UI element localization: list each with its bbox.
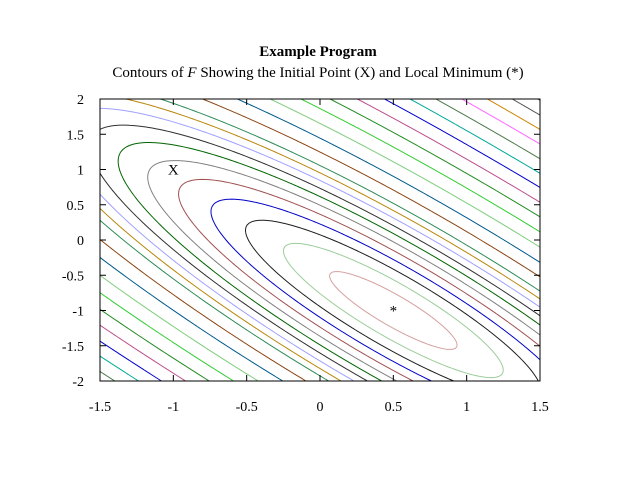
y-tick-label: 0	[77, 234, 84, 249]
contour-line-7	[117, 142, 540, 381]
axis-ticks: -1.5 -1 -0.5 0 0.5 1 1.5 2 1.5 1 0.5 0 -0.5 -1 -1.5 -2	[62, 93, 549, 415]
x-tick-label: 1	[463, 400, 470, 415]
contour-line-3	[244, 219, 539, 381]
contour-line-12	[100, 99, 540, 381]
y-tick-label: 1.5	[67, 128, 85, 143]
contour-line-18	[100, 99, 540, 381]
contour-line-9	[100, 107, 540, 381]
x-tick-label: -0.5	[236, 400, 258, 415]
contour-line-22	[487, 99, 540, 130]
x-tick-label: -1.5	[89, 400, 111, 415]
contour-line-4	[210, 198, 540, 381]
x-tick-label: 1.5	[531, 400, 549, 415]
contour-line-16	[100, 99, 540, 381]
y-tick-label: -1	[72, 305, 84, 320]
x-tick-label: 0.5	[385, 400, 403, 415]
contour-line-8	[100, 124, 540, 381]
local-minimum-marker: *	[390, 304, 398, 320]
annotations: X*	[168, 163, 397, 320]
initial-point-marker: X	[168, 163, 179, 179]
contour-line-23	[512, 99, 540, 116]
contour-line-6	[147, 160, 540, 381]
y-tick-label: 1	[77, 164, 84, 179]
x-tick-label: 0	[317, 400, 324, 415]
contour-line-5	[178, 178, 540, 381]
chart-subtitle: Contours of F Showing the Initial Point …	[112, 65, 523, 81]
x-tick-label: -1	[167, 400, 179, 415]
plot-frame	[99, 98, 541, 382]
contour-line-13	[100, 99, 540, 381]
y-tick-label: -2	[72, 375, 84, 390]
contour-layer	[100, 99, 540, 381]
y-tick-label: 2	[77, 93, 84, 108]
y-tick-label: -1.5	[62, 340, 84, 355]
contour-line-17	[100, 99, 540, 381]
contour-line-11	[100, 99, 540, 381]
contour-line-14	[100, 99, 540, 381]
contour-line-21	[461, 99, 540, 145]
contour-line-20	[100, 99, 540, 381]
contour-line-19	[100, 99, 540, 381]
chart-title: Example Program	[259, 44, 377, 60]
contour-line-15	[100, 99, 540, 381]
y-tick-label: -0.5	[62, 269, 84, 284]
contour-line-2	[282, 242, 504, 379]
y-tick-label: 0.5	[67, 199, 85, 214]
contour-line-10	[100, 99, 540, 381]
contour-line-1	[329, 271, 458, 350]
